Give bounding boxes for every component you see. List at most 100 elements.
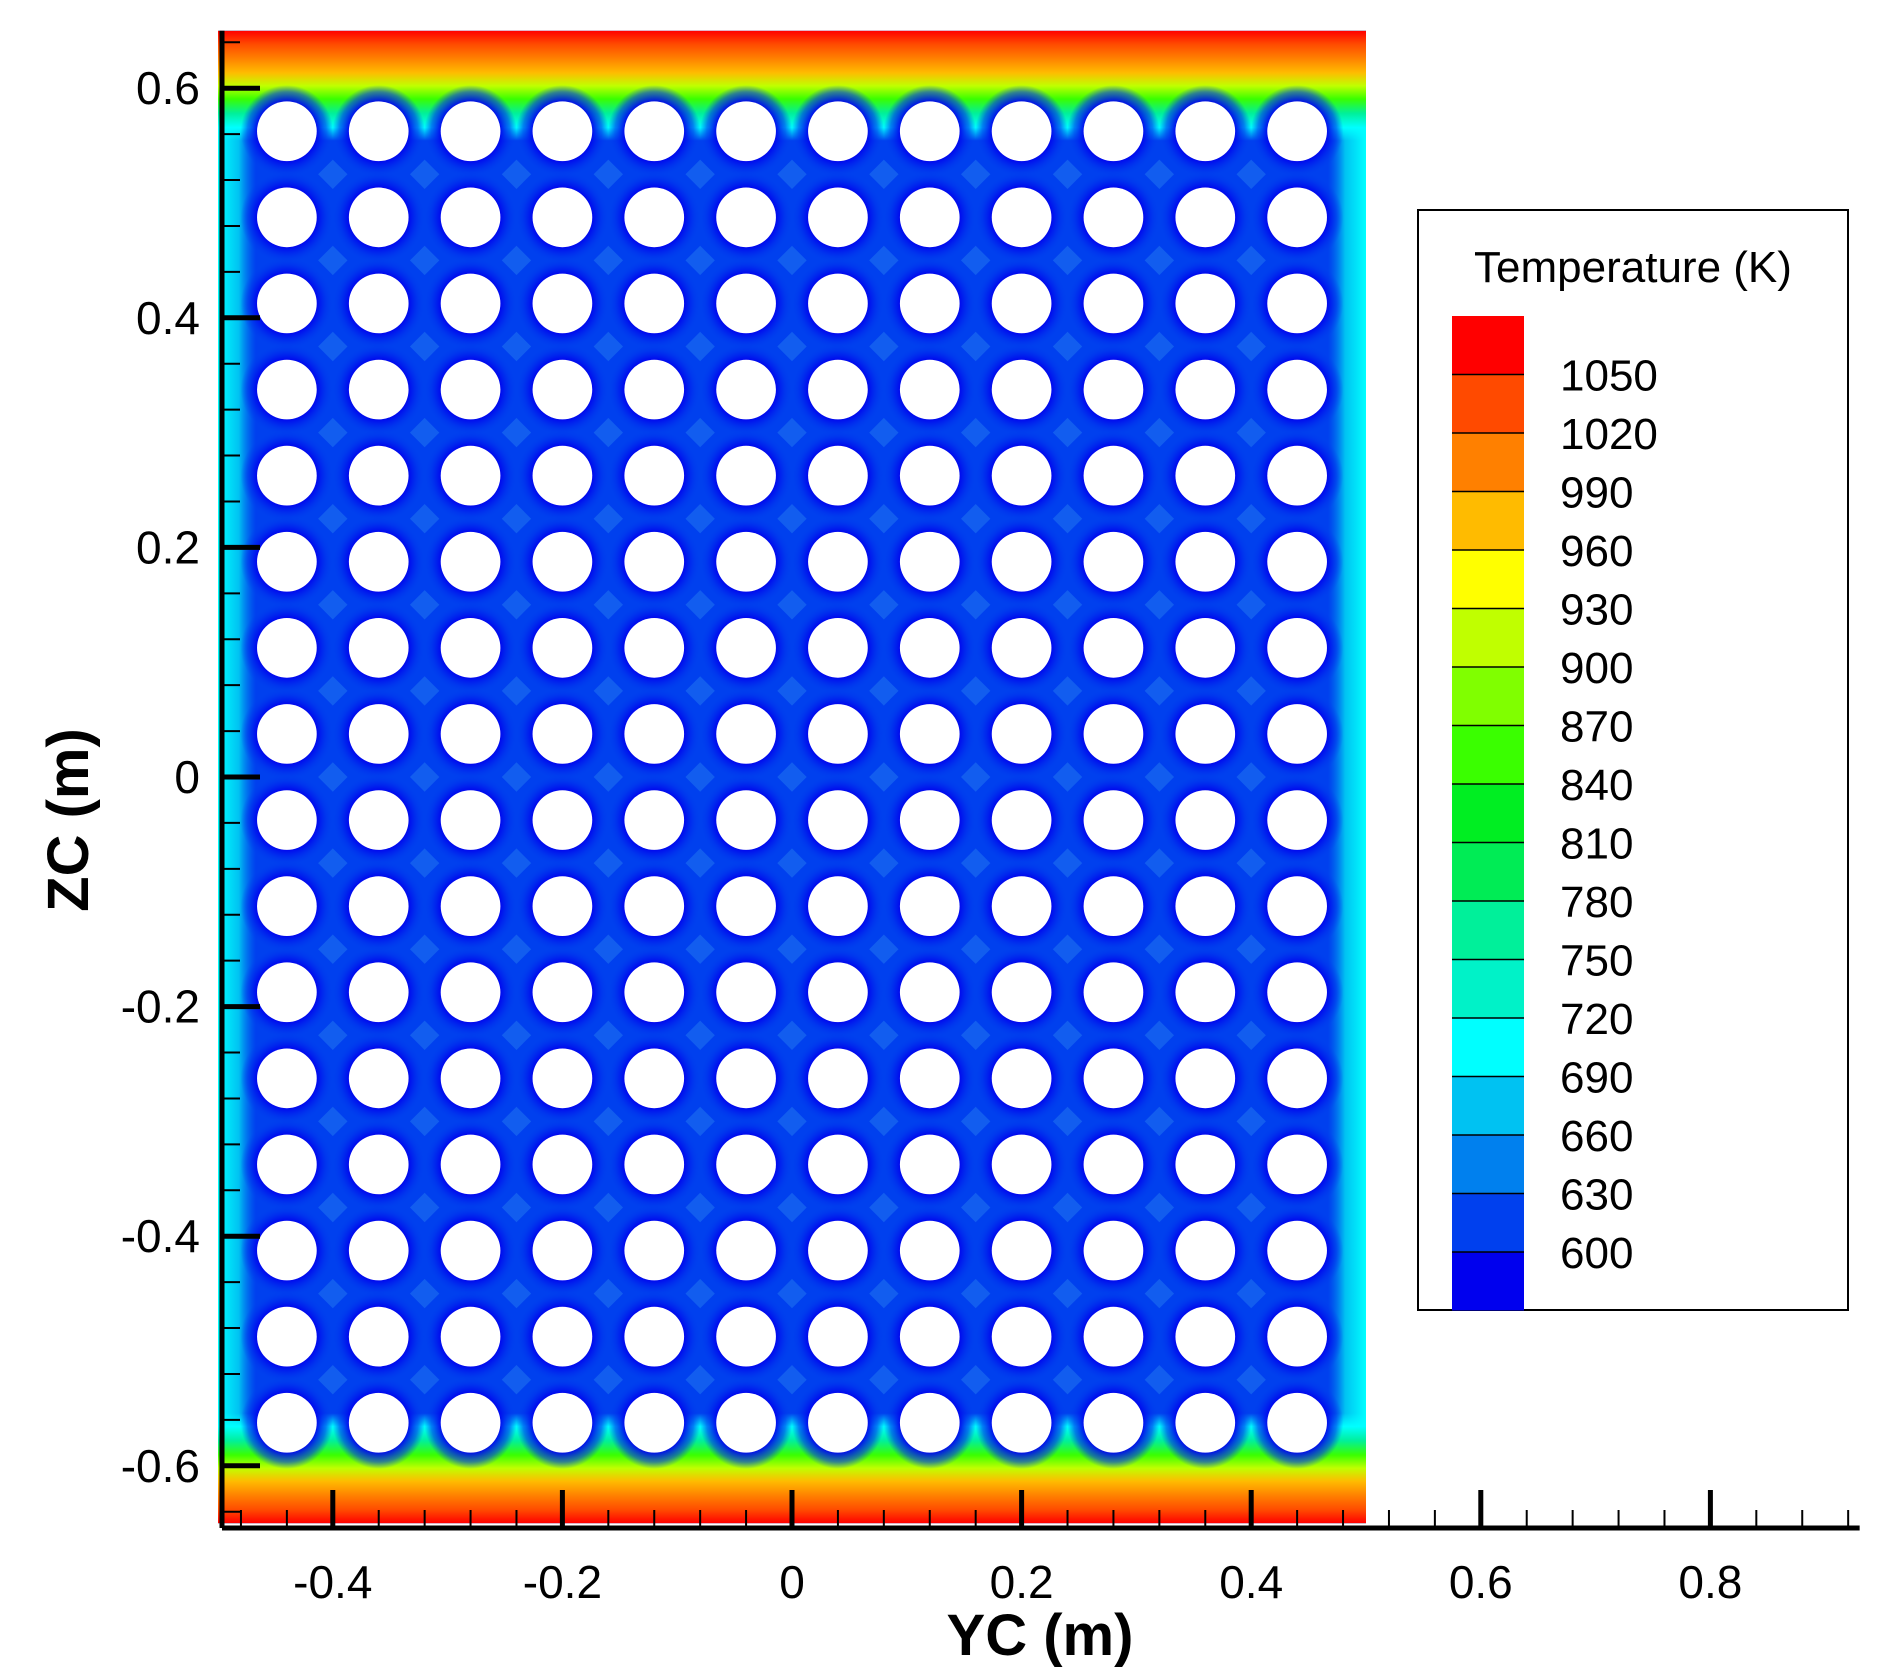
cell-diamond <box>685 245 715 276</box>
hole <box>440 531 501 592</box>
hole <box>808 704 868 764</box>
cell-diamond <box>685 676 715 706</box>
cell-diamond <box>409 590 440 620</box>
hole <box>1267 1306 1327 1367</box>
hole <box>1267 876 1327 936</box>
hole <box>1175 187 1236 248</box>
cell-diamond <box>318 1020 348 1050</box>
hole <box>348 1134 409 1195</box>
legend-level-label: 690 <box>1560 1054 1633 1103</box>
cell-diamond <box>593 762 624 792</box>
cell-diamond <box>593 1020 624 1050</box>
hole <box>1267 359 1327 420</box>
cell-diamond <box>1052 1365 1083 1395</box>
hole <box>257 704 317 764</box>
hole <box>899 1306 960 1367</box>
cell-diamond <box>409 762 440 792</box>
cell-diamond <box>318 417 348 448</box>
y-tick-label: 0 <box>174 751 200 803</box>
hole <box>716 359 776 420</box>
cell-diamond <box>501 245 532 276</box>
cell-diamond <box>1236 245 1266 276</box>
hole <box>532 1134 593 1195</box>
hole <box>808 790 868 850</box>
cell-diamond <box>1144 159 1175 189</box>
hole <box>624 359 685 420</box>
hole <box>716 618 776 678</box>
x-ticks: -0.4 -0.2 0 0.2 0.4 0.6 0.8 <box>239 1490 1850 1608</box>
legend-level-label: 1050 <box>1560 352 1658 401</box>
cell-diamond <box>685 590 715 620</box>
y-tick-label: 0.6 <box>136 62 200 114</box>
hole <box>991 531 1052 592</box>
legend-level-label: 930 <box>1560 586 1633 635</box>
y-tick-label: 0.4 <box>136 292 200 344</box>
cell-diamond <box>318 504 348 534</box>
hole <box>1267 962 1327 1023</box>
cell-diamond <box>1236 504 1266 534</box>
hole <box>991 876 1052 936</box>
cell-diamond <box>1144 676 1175 706</box>
cell-diamond <box>318 848 348 878</box>
hole <box>1267 531 1327 592</box>
hole <box>1267 445 1327 506</box>
hole <box>440 704 501 764</box>
cell-diamond <box>777 417 807 448</box>
cell-diamond <box>501 417 532 448</box>
cell-diamond <box>409 934 440 964</box>
y-tick-label: -0.2 <box>121 981 200 1033</box>
hole <box>808 1392 868 1453</box>
hole <box>808 445 868 506</box>
hole <box>716 962 776 1023</box>
legend-swatch <box>1452 784 1524 843</box>
cell-diamond <box>1144 848 1175 878</box>
cell-diamond <box>1236 848 1266 878</box>
hole <box>1083 273 1144 334</box>
cell-diamond <box>593 1106 624 1137</box>
cell-diamond <box>1144 331 1175 362</box>
legend-swatch <box>1452 842 1524 901</box>
hole <box>624 1134 685 1195</box>
hole <box>1083 359 1144 420</box>
hole <box>440 618 501 678</box>
hole <box>808 876 868 936</box>
hole <box>1175 1392 1236 1453</box>
hole <box>532 704 593 764</box>
y-axis-title: ZC (m) <box>36 728 101 912</box>
cell-diamond <box>501 331 532 362</box>
cell-diamond <box>1236 159 1266 189</box>
cell-diamond <box>409 159 440 189</box>
cell-diamond <box>869 848 899 878</box>
legend-level-label: 1020 <box>1560 410 1658 459</box>
cell-diamond <box>1052 159 1083 189</box>
hole <box>716 531 776 592</box>
hole <box>1175 704 1236 764</box>
hole <box>1175 273 1236 334</box>
hole <box>624 1220 685 1281</box>
hole <box>624 1306 685 1367</box>
cell-diamond <box>1144 1192 1175 1223</box>
legend-level-label: 660 <box>1560 1112 1633 1161</box>
hole <box>991 618 1052 678</box>
hole <box>440 1220 501 1281</box>
hole <box>1083 876 1144 936</box>
hole <box>716 1048 776 1109</box>
legend-swatch <box>1452 491 1524 550</box>
cell-diamond <box>777 1106 807 1137</box>
hole <box>1083 1392 1144 1453</box>
hole <box>348 1220 409 1281</box>
cell-diamond <box>960 1020 991 1050</box>
cell-diamond <box>593 676 624 706</box>
legend-swatch <box>1452 1193 1524 1252</box>
hole <box>440 962 501 1023</box>
hole <box>808 187 868 248</box>
cell-diamond <box>685 504 715 534</box>
x-tick-label: 0.6 <box>1449 1556 1513 1608</box>
y-tick-label: -0.4 <box>121 1210 200 1262</box>
cell-diamond <box>1236 1278 1266 1309</box>
cell-diamond <box>869 417 899 448</box>
cell-diamond <box>960 590 991 620</box>
cell-diamond <box>1236 1192 1266 1223</box>
cell-diamond <box>318 1192 348 1223</box>
cell-diamond <box>501 1365 532 1395</box>
